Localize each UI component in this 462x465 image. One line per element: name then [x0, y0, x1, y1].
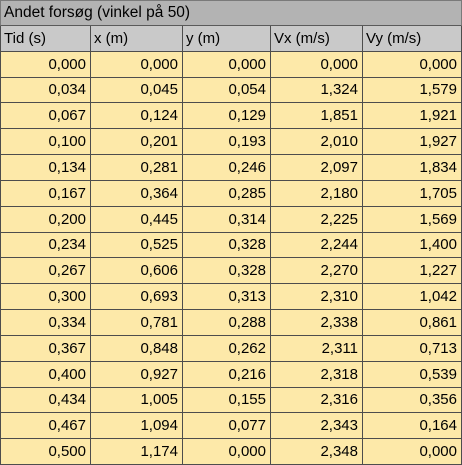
table-cell-x[interactable]: 1,005 [91, 387, 183, 414]
table-cell-x[interactable]: 0,000 [91, 51, 183, 78]
table-cell-tid[interactable]: 0,334 [0, 310, 91, 336]
column-header-vy[interactable]: Vy (m/s) [363, 25, 462, 52]
table-cell-tid[interactable]: 0,067 [0, 103, 91, 130]
table-cell-y[interactable]: 0,077 [183, 413, 271, 440]
table-cell-x[interactable]: 0,445 [91, 206, 183, 233]
table-cell-tid[interactable]: 0,300 [0, 284, 91, 310]
table-cell-vy[interactable]: 0,539 [363, 361, 462, 388]
table-cell-x[interactable]: 0,281 [91, 155, 183, 181]
table-cell-vy[interactable]: 0,000 [363, 439, 462, 465]
table-cell-y[interactable]: 0,000 [183, 51, 271, 78]
table-cell-vx[interactable]: 2,338 [271, 310, 363, 336]
table-cell-y[interactable]: 0,288 [183, 310, 271, 336]
table-cell-y[interactable]: 0,314 [183, 206, 271, 233]
table-cell-y[interactable]: 0,054 [183, 77, 271, 104]
table-cell-vy[interactable]: 0,356 [363, 387, 462, 414]
table-cell-x[interactable]: 1,094 [91, 413, 183, 440]
table-cell-tid[interactable]: 0,000 [0, 51, 91, 78]
table-cell-vx[interactable]: 2,097 [271, 155, 363, 181]
table-cell-vy[interactable]: 1,400 [363, 232, 462, 259]
table-cell-vx[interactable]: 2,343 [271, 413, 363, 440]
table-cell-x[interactable]: 0,045 [91, 77, 183, 104]
table-cell-tid[interactable]: 0,434 [0, 387, 91, 414]
table-cell-tid[interactable]: 0,100 [0, 129, 91, 155]
table-cell-x[interactable]: 0,124 [91, 103, 183, 130]
table-cell-tid[interactable]: 0,500 [0, 439, 91, 465]
table-cell-y[interactable]: 0,216 [183, 361, 271, 388]
table-cell-vy[interactable]: 0,164 [363, 413, 462, 440]
table-cell-y[interactable]: 0,246 [183, 155, 271, 181]
table-cell-vy[interactable]: 0,000 [363, 51, 462, 78]
table-cell-vx[interactable]: 1,851 [271, 103, 363, 130]
table-cell-tid[interactable]: 0,467 [0, 413, 91, 440]
table-cell-vx[interactable]: 0,000 [271, 51, 363, 78]
table-cell-y[interactable]: 0,129 [183, 103, 271, 130]
column-header-y[interactable]: y (m) [183, 25, 271, 52]
table-cell-vx[interactable]: 2,010 [271, 129, 363, 155]
table-cell-vx[interactable]: 2,348 [271, 439, 363, 465]
table-cell-y[interactable]: 0,155 [183, 387, 271, 414]
table-cell-x[interactable]: 0,364 [91, 180, 183, 207]
table-cell-tid[interactable]: 0,034 [0, 77, 91, 104]
table-cell-vx[interactable]: 2,244 [271, 232, 363, 259]
table-cell-tid[interactable]: 0,167 [0, 180, 91, 207]
table-cell-tid[interactable]: 0,367 [0, 335, 91, 362]
table-cell-vx[interactable]: 2,316 [271, 387, 363, 414]
table-cell-vy[interactable]: 1,705 [363, 180, 462, 207]
table-cell-y[interactable]: 0,313 [183, 284, 271, 310]
table-cell-vy[interactable]: 1,569 [363, 206, 462, 233]
table-cell-y[interactable]: 0,328 [183, 232, 271, 259]
table-cell-vy[interactable]: 0,713 [363, 335, 462, 362]
table-cell-vx[interactable]: 2,270 [271, 258, 363, 285]
table-cell-vx[interactable]: 2,180 [271, 180, 363, 207]
column-header-vx[interactable]: Vx (m/s) [271, 25, 363, 52]
table-cell-x[interactable]: 0,927 [91, 361, 183, 388]
table-cell-vy[interactable]: 1,834 [363, 155, 462, 181]
table-cell-tid[interactable]: 0,400 [0, 361, 91, 388]
column-header-tid[interactable]: Tid (s) [0, 25, 91, 52]
table-cell-vy[interactable]: 1,927 [363, 129, 462, 155]
table-cell-y[interactable]: 0,193 [183, 129, 271, 155]
table-cell-vy[interactable]: 1,227 [363, 258, 462, 285]
table-cell-vx[interactable]: 2,311 [271, 335, 363, 362]
table-cell-y[interactable]: 0,285 [183, 180, 271, 207]
table-cell-y[interactable]: 0,000 [183, 439, 271, 465]
table-cell-x[interactable]: 0,201 [91, 129, 183, 155]
table-cell-tid[interactable]: 0,134 [0, 155, 91, 181]
column-header-x[interactable]: x (m) [91, 25, 183, 52]
table-cell-tid[interactable]: 0,267 [0, 258, 91, 285]
table-cell-x[interactable]: 1,174 [91, 439, 183, 465]
table-cell-x[interactable]: 0,606 [91, 258, 183, 285]
table-cell-vy[interactable]: 1,579 [363, 77, 462, 104]
table-cell-vx[interactable]: 2,318 [271, 361, 363, 388]
table-cell-y[interactable]: 0,328 [183, 258, 271, 285]
table-cell-vy[interactable]: 1,921 [363, 103, 462, 130]
table-cell-x[interactable]: 0,848 [91, 335, 183, 362]
table-cell-y[interactable]: 0,262 [183, 335, 271, 362]
table-cell-x[interactable]: 0,781 [91, 310, 183, 336]
table-cell-x[interactable]: 0,525 [91, 232, 183, 259]
table-cell-vx[interactable]: 1,324 [271, 77, 363, 104]
table-cell-vx[interactable]: 2,225 [271, 206, 363, 233]
table-cell-x[interactable]: 0,693 [91, 284, 183, 310]
table-cell-tid[interactable]: 0,200 [0, 206, 91, 233]
table-title[interactable]: Andet forsøg (vinkel på 50) [0, 0, 462, 26]
table-cell-tid[interactable]: 0,234 [0, 232, 91, 259]
table-cell-vy[interactable]: 0,861 [363, 310, 462, 336]
table-cell-vy[interactable]: 1,042 [363, 284, 462, 310]
table-cell-vx[interactable]: 2,310 [271, 284, 363, 310]
